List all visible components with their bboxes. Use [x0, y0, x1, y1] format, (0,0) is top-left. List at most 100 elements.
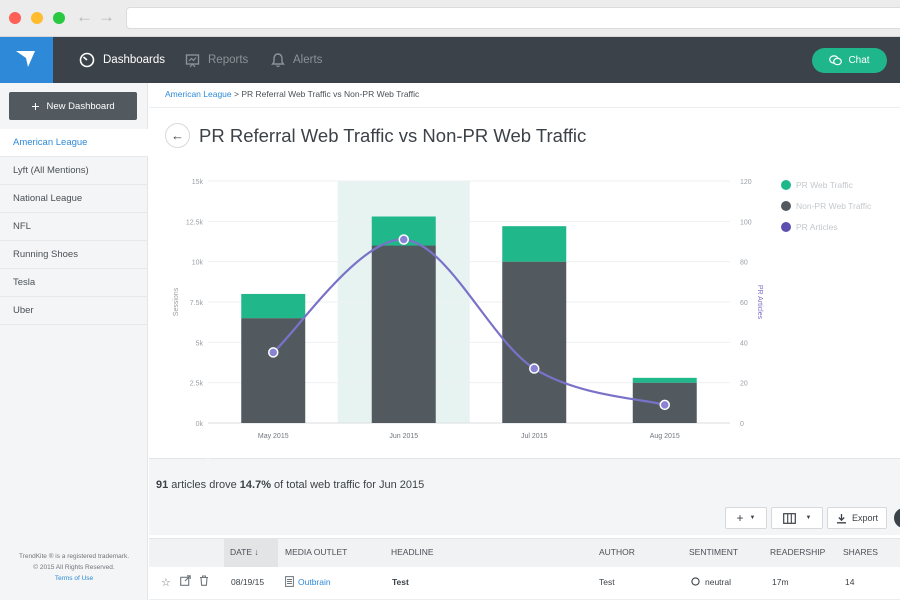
browser-forward-icon[interactable]: → — [98, 7, 115, 26]
column-header-date[interactable]: DATE ↓ — [230, 547, 259, 557]
star-icon[interactable]: ☆ — [161, 577, 171, 589]
dashboard-list: American League Lyft (All Mentions) Nati… — [0, 129, 148, 325]
bar-pr-web-traffic[interactable] — [241, 293, 306, 319]
cell-author: Test — [599, 577, 615, 587]
new-dashboard-button[interactable]: + New Dashboard — [9, 92, 137, 120]
logo-icon — [16, 51, 35, 67]
sidebar-item-label: National League — [13, 193, 83, 204]
dashboard-icon — [79, 52, 95, 68]
neutral-sentiment-icon — [691, 577, 700, 589]
close-window-button[interactable] — [9, 12, 21, 24]
sidebar-item-label: American League — [13, 137, 88, 148]
app-logo[interactable] — [0, 37, 53, 83]
cell-media-outlet-link[interactable]: Outbrain — [298, 577, 331, 587]
breadcrumb-divider — [149, 107, 900, 108]
bar-non-pr-web-traffic[interactable] — [371, 245, 436, 423]
breadcrumb-current: PR Referral Web Traffic vs Non-PR Web Tr… — [241, 89, 420, 99]
y-tick-label: 10k — [192, 260, 204, 267]
nav-reports[interactable]: Reports — [185, 37, 248, 83]
y-right-axis-label: PR Articles — [756, 285, 763, 320]
nav-reports-label: Reports — [208, 54, 249, 66]
document-icon — [285, 576, 294, 590]
sidebar-item-national-league[interactable]: National League — [0, 185, 148, 213]
y-right-tick-label: 20 — [740, 381, 748, 388]
nav-alerts-label: Alerts — [293, 54, 323, 66]
sidebar-item-american-league[interactable]: American League — [0, 129, 148, 157]
sidebar-item-nfl[interactable]: NFL — [0, 213, 148, 241]
sidebar-item-label: Uber — [13, 305, 34, 316]
traffic-chart: 0k 0 2.5k 20 5k 40 7.5k 60 10k 80 12.5k 100 15k 120 Se… — [173, 179, 763, 440]
sidebar-item-running-shoes[interactable]: Running Shoes — [0, 241, 148, 269]
minimize-window-button[interactable] — [31, 12, 43, 24]
export-label: Export — [851, 513, 878, 523]
floating-action-button[interactable] — [894, 508, 900, 528]
add-column-button[interactable]: + ▼ — [725, 507, 767, 529]
columns-button[interactable]: ▼ — [771, 507, 823, 529]
browser-back-icon[interactable]: ← — [76, 7, 93, 26]
legend-item-non-pr-web-traffic[interactable]: Non-PR Web Traffic — [781, 195, 871, 216]
sidebar-item-lyft[interactable]: Lyft (All Mentions) — [0, 157, 148, 185]
column-header-sentiment[interactable]: SENTIMENT — [689, 547, 739, 557]
app-header: Dashboards Reports Alerts Chat — [0, 37, 900, 83]
bar-non-pr-web-traffic[interactable] — [241, 318, 306, 423]
chat-button[interactable]: Chat — [812, 48, 887, 73]
column-header-media-outlet[interactable]: MEDIA OUTLET — [285, 547, 348, 557]
bar-non-pr-web-traffic[interactable] — [502, 261, 567, 423]
terms-of-use-link[interactable]: Terms of Use — [54, 575, 94, 582]
breadcrumb-parent-link[interactable]: American League — [165, 89, 232, 99]
legend-label: PR Articles — [796, 221, 838, 232]
column-header-author[interactable]: AUTHOR — [599, 547, 635, 557]
cell-headline[interactable]: Test — [392, 577, 409, 587]
cell-readership: 17m — [772, 577, 789, 587]
back-button[interactable]: ← — [165, 123, 190, 148]
point-pr-articles[interactable] — [398, 234, 409, 245]
address-bar[interactable] — [126, 7, 900, 29]
sorted-column-highlight — [224, 538, 278, 567]
y-tick-label: 0k — [196, 421, 204, 428]
x-tick-label: May 2015 — [258, 433, 289, 440]
cell-date: 08/19/15 — [231, 577, 265, 587]
maximize-window-button[interactable] — [53, 12, 65, 24]
sidebar-item-tesla[interactable]: Tesla — [0, 269, 148, 297]
legend-swatch — [781, 179, 791, 190]
summary-count: 91 — [156, 479, 169, 491]
sidebar-item-uber[interactable]: Uber — [0, 297, 148, 325]
summary-pointer — [200, 451, 216, 459]
bell-icon — [271, 53, 285, 68]
point-pr-articles[interactable] — [268, 347, 279, 358]
column-header-shares[interactable]: SHARES — [843, 547, 878, 557]
new-dashboard-label: New Dashboard — [46, 100, 115, 112]
summary-text-part: articles drove — [168, 479, 240, 491]
sidebar-footer: TrendKite ® is a registered trademark. ©… — [0, 551, 148, 584]
y-right-tick-label: 120 — [740, 179, 752, 186]
y-right-tick-label: 100 — [740, 219, 752, 226]
legend-label: PR Web Traffic — [796, 179, 853, 190]
open-external-icon[interactable] — [180, 575, 191, 589]
trash-icon[interactable] — [199, 575, 209, 589]
copyright-text: © 2015 All Rights Reserved. — [33, 564, 115, 571]
column-header-headline[interactable]: HEADLINE — [391, 547, 434, 557]
x-tick-label: Jul 2015 — [521, 433, 548, 440]
nav-dashboards[interactable]: Dashboards — [79, 37, 165, 83]
browser-chrome: ← → — [0, 0, 900, 37]
point-pr-articles[interactable] — [659, 399, 670, 411]
breadcrumb: American League > PR Referral Web Traffi… — [165, 89, 419, 99]
bar-pr-web-traffic[interactable] — [502, 226, 567, 262]
legend-item-pr-web-traffic[interactable]: PR Web Traffic — [781, 174, 871, 195]
point-pr-articles[interactable] — [529, 363, 540, 374]
y-right-tick-label: 40 — [740, 340, 748, 347]
add-label: + — [736, 511, 744, 525]
sort-descending-icon: ↓ — [254, 547, 259, 557]
legend-item-pr-articles[interactable]: PR Articles — [781, 216, 871, 237]
sidebar-item-label: Tesla — [13, 277, 36, 288]
column-header-readership[interactable]: READERSHIP — [770, 547, 826, 557]
y-right-tick-label: 80 — [740, 260, 748, 267]
page-title: PR Referral Web Traffic vs Non-PR Web Tr… — [199, 125, 587, 146]
line-pr-articles — [272, 238, 666, 406]
export-button[interactable]: Export — [827, 507, 887, 529]
y-tick-label: 7.5k — [190, 300, 204, 307]
bar-pr-web-traffic[interactable] — [632, 377, 697, 383]
nav-alerts[interactable]: Alerts — [271, 37, 322, 83]
y-axis-label: Sessions — [173, 287, 180, 316]
sidebar: + New Dashboard American League Lyft (Al… — [0, 83, 148, 600]
